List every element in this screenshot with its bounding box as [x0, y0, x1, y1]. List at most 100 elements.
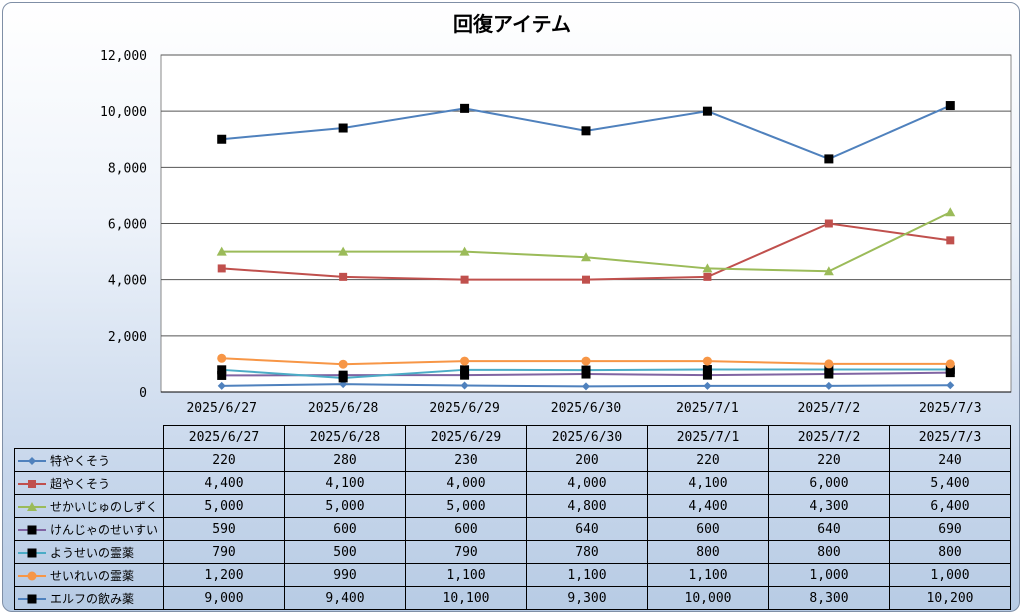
- table-cell: 240: [889, 448, 1011, 472]
- table-cell: 780: [526, 540, 648, 564]
- table-cell: 5,000: [284, 494, 406, 518]
- table-cell: 9,400: [284, 586, 406, 610]
- series-name: 特やくそう: [50, 453, 111, 468]
- series-name: エルフの飲み薬: [50, 591, 135, 606]
- data-point: [217, 353, 227, 363]
- x-tick-label: 2025/6/27: [186, 401, 256, 416]
- data-point: [946, 381, 955, 390]
- data-point: [702, 106, 712, 116]
- data-point: [945, 359, 955, 369]
- x-tick-label: 2025/7/2: [798, 401, 861, 416]
- x-tick-label: 2025/6/30: [551, 401, 621, 416]
- data-point: [27, 571, 37, 581]
- x-tick-label: 2025/7/3: [919, 401, 982, 416]
- table-header-cell: 2025/6/29: [405, 425, 527, 449]
- table-cell: 590: [163, 517, 285, 541]
- table-cell: 800: [768, 540, 890, 564]
- table-cell: 640: [768, 517, 890, 541]
- legend-key: [18, 594, 46, 604]
- table-cell: 4,100: [284, 471, 406, 495]
- data-point: [581, 365, 591, 375]
- table-cell: 280: [284, 448, 406, 472]
- data-point: [581, 126, 591, 136]
- table-cell: 5,000: [163, 494, 285, 518]
- data-point: [946, 236, 955, 245]
- table-cell: 990: [284, 563, 406, 587]
- series-label: ようせいの霊薬: [14, 540, 164, 564]
- data-point: [702, 370, 712, 380]
- legend-key: [18, 480, 46, 488]
- table-cell: 1,200: [163, 563, 285, 587]
- data-point: [338, 373, 348, 383]
- data-point: [581, 252, 591, 262]
- series-name: せかいじゅのしずく: [50, 499, 158, 514]
- legend-key: [18, 571, 46, 581]
- table-cell: 5,000: [405, 494, 527, 518]
- data-point: [702, 365, 712, 375]
- table-row: 超やくそう 4,400 4,100 4,000 4,000 4,100 6,000 5,400: [14, 471, 1011, 495]
- x-tick-label: 2025/6/28: [308, 401, 378, 416]
- data-point: [338, 123, 348, 133]
- table-cell: 200: [526, 448, 648, 472]
- data-point: [460, 356, 470, 366]
- y-tick-label: 12,000: [100, 49, 147, 64]
- x-tick-label: 2025/7/1: [676, 401, 739, 416]
- data-point: [824, 219, 833, 228]
- data-point: [824, 365, 834, 375]
- data-point: [216, 246, 227, 256]
- table-cell: 4,400: [163, 471, 285, 495]
- series-label: せいれいの霊薬: [14, 563, 164, 587]
- data-point: [824, 359, 834, 369]
- table-cell: 9,300: [526, 586, 648, 610]
- data-point: [823, 266, 834, 276]
- y-tick-label: 2,000: [108, 330, 147, 345]
- table-cell: 4,100: [647, 471, 769, 495]
- table-row: せいれいの霊薬 1,200 990 1,100 1,100 1,100 1,000 1,000: [14, 563, 1011, 587]
- data-point: [27, 548, 37, 558]
- data-point: [945, 207, 956, 217]
- data-point: [217, 381, 226, 390]
- table-header-cell: 2025/7/2: [768, 425, 890, 449]
- legend-key: [18, 502, 46, 511]
- table-header-cell: 2025/6/27: [163, 425, 285, 449]
- data-point: [460, 275, 469, 284]
- series-name: ようせいの霊薬: [50, 545, 135, 560]
- table-header-cell: 2025/7/1: [647, 425, 769, 449]
- table-cell: 6,400: [889, 494, 1011, 518]
- legend-key: [18, 525, 46, 535]
- data-point: [217, 370, 227, 380]
- data-point: [338, 246, 349, 256]
- x-tick-label: 2025/6/29: [429, 401, 499, 416]
- series-name: けんじゃのせいすい: [50, 522, 159, 537]
- data-point: [824, 381, 833, 390]
- data-point: [581, 356, 591, 366]
- data-point: [582, 382, 590, 391]
- y-tick-label: 0: [139, 386, 147, 401]
- series-name: 超やくそう: [50, 476, 111, 491]
- table-cell: 790: [405, 540, 527, 564]
- table-header-cell: 2025/6/28: [284, 425, 406, 449]
- series-name: せいれいの霊薬: [50, 568, 135, 583]
- table-cell: 4,400: [647, 494, 769, 518]
- table-cell: 10,200: [889, 586, 1011, 610]
- data-point: [702, 263, 713, 273]
- data-point: [217, 264, 226, 273]
- table-header-row: 2025/6/27 2025/6/28 2025/6/29 2025/6/30 2025…: [14, 425, 1011, 449]
- data-point: [945, 101, 955, 111]
- data-point: [28, 457, 36, 465]
- table-row: けんじゃのせいすい 590 600 600 640 600 640 690: [14, 517, 1011, 541]
- table-cell: 500: [284, 540, 406, 564]
- data-point: [28, 480, 36, 488]
- table-cell: 6,000: [768, 471, 890, 495]
- series-label: エルフの飲み薬: [14, 586, 164, 610]
- data-point: [460, 381, 469, 390]
- table-cell: 1,100: [526, 563, 648, 587]
- table-cell: 600: [647, 517, 769, 541]
- table-cell: 220: [163, 448, 285, 472]
- legend-key: [18, 457, 46, 465]
- table-row: せかいじゅのしずく 5,000 5,000 5,000 4,800 4,400 4,300 6…: [14, 494, 1011, 518]
- table-corner: [14, 425, 164, 449]
- data-point: [338, 359, 348, 369]
- data-point: [703, 381, 712, 390]
- data-point: [217, 365, 227, 375]
